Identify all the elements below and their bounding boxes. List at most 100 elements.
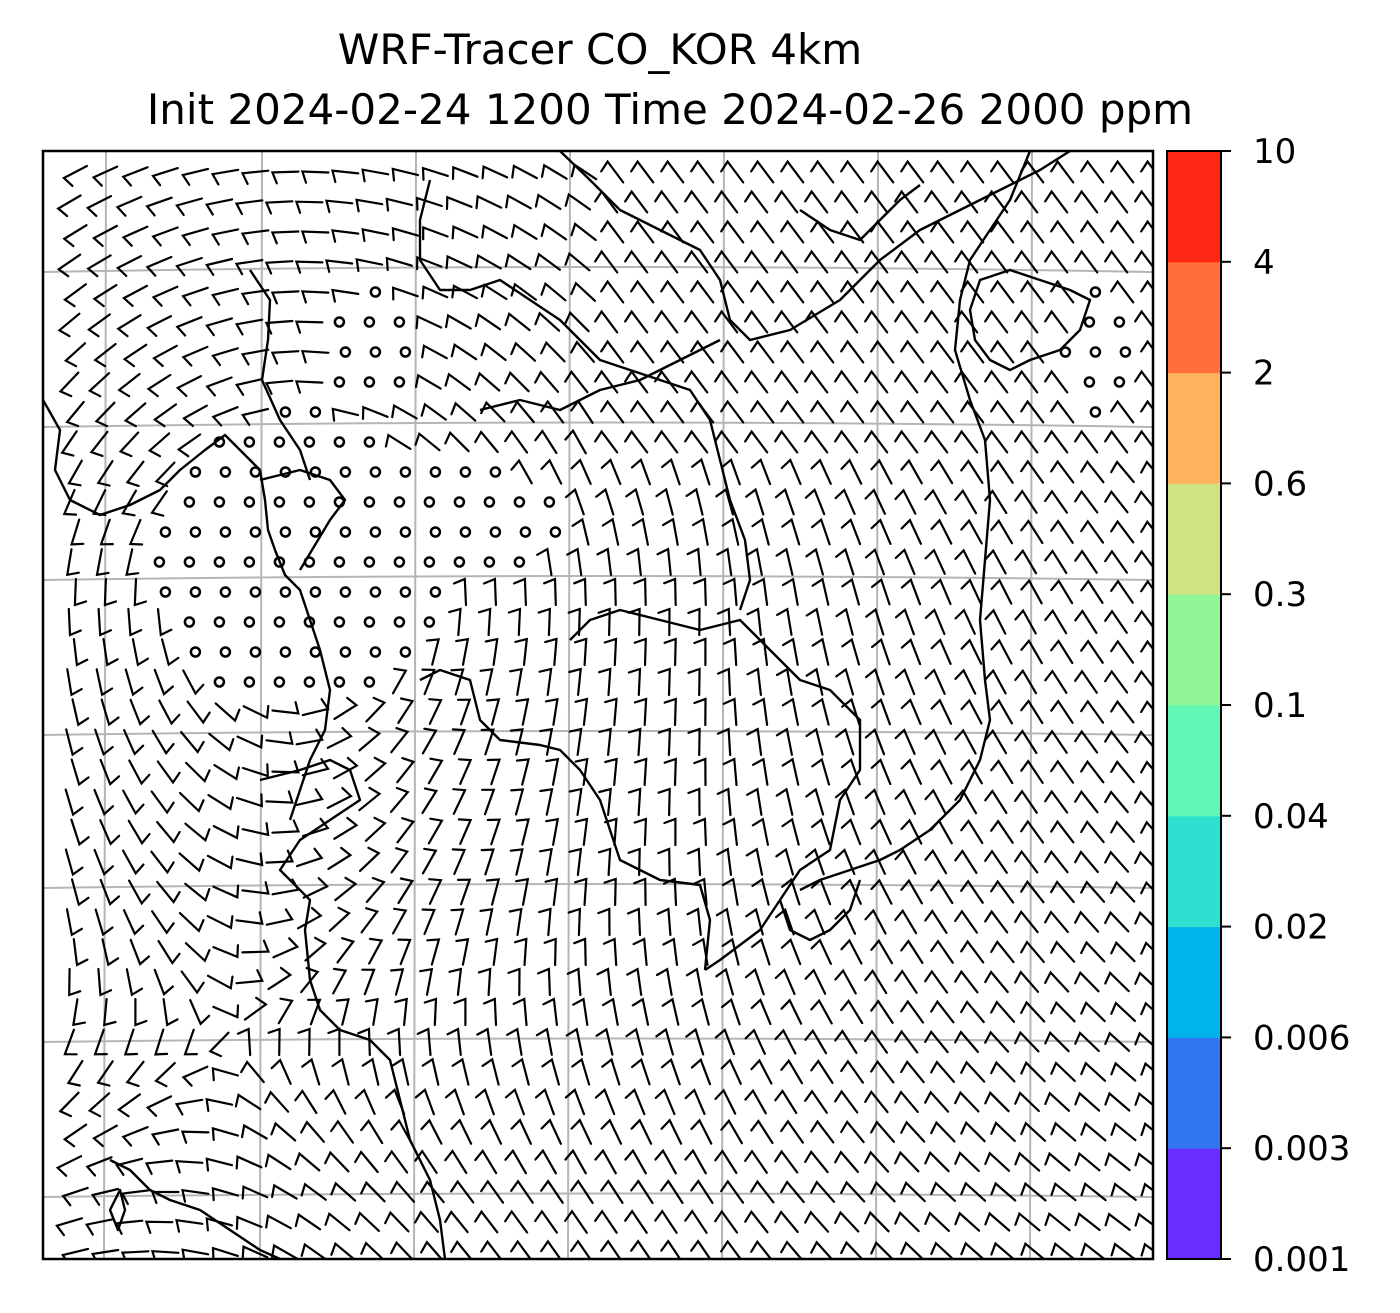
wind-barb	[475, 194, 503, 210]
wind-barb	[570, 399, 594, 424]
wind-barb	[1110, 399, 1135, 424]
wind-barb	[451, 284, 478, 300]
wind-barb	[595, 487, 615, 516]
graticule-meridian	[721, 151, 725, 1259]
calm-circle	[279, 466, 292, 478]
wind-barb	[1050, 519, 1074, 544]
wind-barb	[234, 1093, 262, 1111]
wind-barb	[265, 731, 294, 745]
wind-barb	[236, 1027, 252, 1057]
wind-barb	[420, 1179, 445, 1204]
wind-barb	[954, 1090, 980, 1113]
wind-barb	[865, 667, 885, 696]
calm-circle	[153, 556, 166, 568]
wind-barb	[486, 698, 501, 726]
wind-barb	[294, 260, 324, 274]
wind-barb	[545, 757, 560, 786]
wind-barb	[811, 697, 830, 726]
wind-barb	[62, 488, 78, 516]
wind-barb	[154, 461, 176, 488]
wind-barb	[241, 881, 270, 895]
wind-barb	[716, 607, 732, 637]
wind-barb	[241, 822, 270, 837]
wind-barb	[1074, 1151, 1101, 1172]
wind-barb	[129, 698, 150, 726]
wind-barb	[328, 906, 351, 932]
wind-barb	[513, 577, 527, 607]
wind-barb	[1050, 819, 1075, 844]
calm-circle	[273, 556, 286, 568]
graticule-parallel	[43, 883, 1153, 889]
wind-barb	[1020, 219, 1045, 244]
wind-barb	[894, 969, 918, 994]
wind-barb	[390, 1118, 413, 1145]
wind-barb	[56, 194, 82, 218]
wind-barb	[624, 1088, 646, 1116]
calm-circle	[243, 496, 256, 508]
wind-barb	[984, 189, 1009, 214]
colorbar-tick-label: 10	[1253, 132, 1296, 172]
wind-barb	[720, 159, 745, 184]
wind-barb	[116, 1093, 141, 1118]
wind-barb	[990, 339, 1015, 364]
wind-barb	[960, 1000, 985, 1024]
wind-barb	[805, 847, 825, 876]
wind-barb	[87, 1092, 111, 1118]
wind-barb	[445, 254, 473, 270]
wind-barb	[181, 286, 209, 307]
wind-barb	[1104, 1152, 1131, 1172]
wind-barb	[72, 998, 86, 1027]
wind-barb	[331, 288, 360, 303]
wind-barb	[61, 1247, 90, 1259]
wind-barb	[456, 698, 472, 726]
wind-barb	[624, 1209, 648, 1234]
wind-barb	[604, 757, 618, 786]
wind-barb	[1020, 399, 1045, 424]
wind-barb	[65, 728, 84, 757]
wind-barb	[655, 967, 673, 996]
wind-barb	[509, 728, 524, 756]
calm-circle	[189, 646, 202, 658]
calm-circle	[309, 646, 322, 658]
wind-barb	[1074, 249, 1099, 274]
wind-barb	[721, 937, 740, 966]
wind-barb	[331, 169, 360, 184]
calm-circle	[189, 526, 202, 538]
wind-barb	[270, 290, 300, 305]
wind-barb	[421, 1057, 440, 1086]
wind-barb	[67, 607, 82, 637]
wind-barb	[840, 1240, 864, 1259]
wind-barb	[663, 577, 677, 607]
wind-barb	[450, 668, 465, 696]
wind-barb	[361, 968, 376, 996]
wind-barb	[752, 757, 769, 786]
wind-barb	[564, 192, 592, 211]
wind-barb	[984, 728, 1008, 755]
wind-barb	[121, 166, 149, 187]
wind-barb	[631, 517, 649, 546]
wind-barb	[534, 429, 558, 455]
wind-barb	[181, 1065, 209, 1087]
wind-barb	[990, 159, 1015, 184]
wind-barb	[324, 1211, 351, 1232]
calm-circle	[483, 496, 496, 508]
wind-barb	[684, 309, 709, 334]
wind-barb	[900, 399, 925, 424]
wind-barb	[444, 372, 471, 391]
wind-barb	[332, 967, 348, 995]
wind-barb	[624, 249, 649, 274]
wind-barb	[62, 283, 87, 308]
wind-barb	[774, 968, 796, 996]
wind-barb	[181, 1248, 210, 1259]
wind-barb	[477, 967, 492, 997]
wind-barb	[714, 189, 739, 214]
wind-barb	[1050, 699, 1074, 724]
wind-barb	[781, 697, 799, 726]
wind-barb	[894, 1150, 920, 1173]
wind-barb	[894, 309, 919, 334]
wind-barb	[300, 967, 320, 994]
wind-barb	[810, 938, 832, 965]
wind-barb	[122, 849, 145, 876]
wind-barb	[324, 1150, 350, 1173]
wind-barb	[990, 759, 1014, 785]
